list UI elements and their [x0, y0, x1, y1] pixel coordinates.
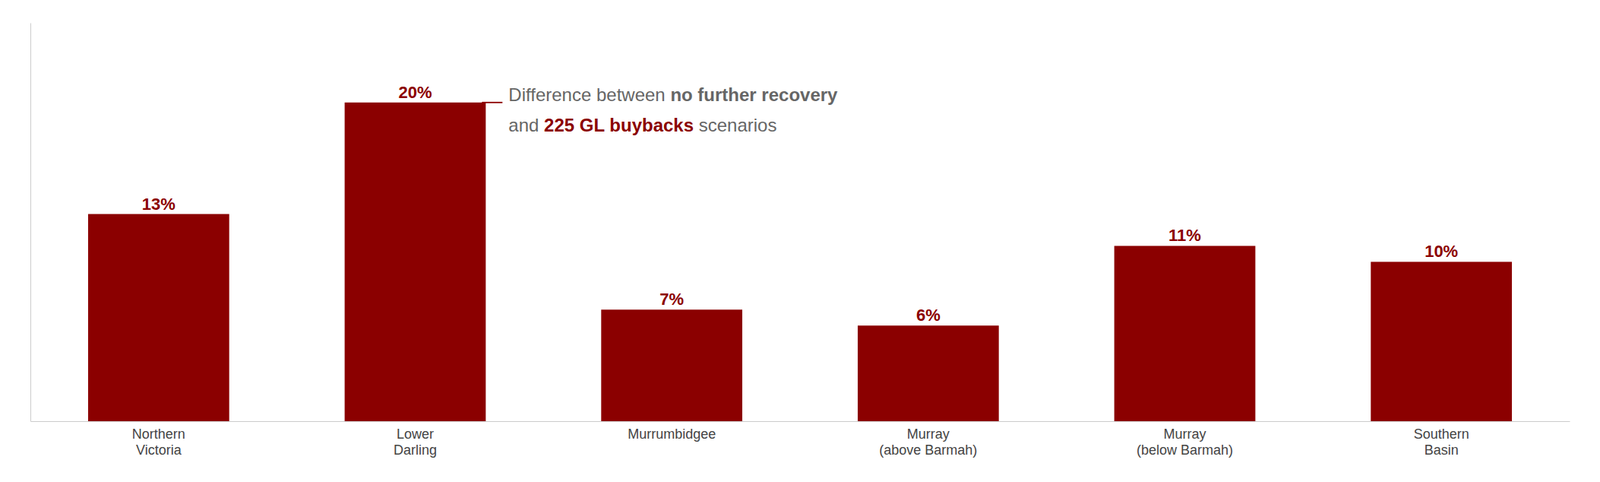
- x-tick-label-line: (above Barmah): [879, 442, 978, 458]
- annotation-line: [481, 101, 503, 104]
- y-axis-line: [30, 23, 32, 422]
- x-tick-label-line: Southern: [1413, 426, 1470, 442]
- plot: NorthernVictoria LowerDarling Murrumbidgee…: [31, 23, 1571, 459]
- data-label: 10%: [1424, 241, 1458, 261]
- x-tick-label-line: Murray: [907, 426, 950, 442]
- bar: [88, 214, 230, 421]
- x-tick-label-line: Lower: [396, 426, 434, 442]
- x-tick: LowerDarling: [393, 426, 437, 459]
- x-axis-line: [31, 420, 1571, 422]
- y-axis: [30, 23, 32, 422]
- annotation-segment: and: [508, 114, 544, 136]
- annotation-text: Difference between no further recovery: [508, 84, 838, 105]
- data-labels: 13% 20% 7% 6% 11% 10%: [142, 82, 1458, 325]
- bar: [1370, 261, 1512, 421]
- x-tick-label: LowerDarling: [393, 426, 437, 459]
- x-tick-label-line: Murray: [1163, 426, 1206, 442]
- x-tick: SouthernBasin: [1413, 426, 1470, 459]
- x-axis: NorthernVictoria LowerDarling Murrumbidgee…: [31, 421, 1571, 459]
- x-tick-label-line: Northern: [132, 426, 186, 442]
- data-label: 6%: [916, 305, 941, 325]
- x-tick-label-line: Darling: [393, 442, 437, 458]
- x-tick-label: SouthernBasin: [1413, 426, 1470, 459]
- x-tick: Murrumbidgee: [627, 426, 716, 442]
- x-tick-label: Murrumbidgee: [627, 426, 716, 442]
- bar: [1114, 245, 1256, 421]
- bar: [600, 309, 743, 421]
- bar: [344, 102, 487, 421]
- x-tick-label: Murray(below Barmah): [1136, 426, 1234, 459]
- annotation-segment: Difference between: [508, 84, 671, 105]
- data-label: 20%: [398, 82, 432, 102]
- x-tick-label-line: Victoria: [135, 442, 183, 458]
- x-tick-label-line: Murrumbidgee: [627, 426, 716, 442]
- x-tick: Murray(above Barmah): [879, 426, 978, 459]
- x-tick-label-line: Basin: [1424, 442, 1459, 458]
- bars: [88, 102, 1512, 421]
- chart: NorthernVictoria LowerDarling Murrumbidgee…: [0, 0, 1600, 482]
- annotation-segment: scenarios: [693, 114, 777, 136]
- annotation-segment: no further recovery: [670, 84, 838, 105]
- annotation-text: and 225 GL buybacks scenarios: [508, 114, 777, 136]
- bar: [857, 325, 1000, 421]
- annotation-segment: 225 GL buybacks: [543, 114, 694, 136]
- data-label: 11%: [1168, 225, 1202, 245]
- x-tick-label-line: (below Barmah): [1136, 442, 1234, 458]
- x-tick-label: NorthernVictoria: [132, 426, 186, 459]
- data-label: 7%: [659, 289, 684, 309]
- x-tick: Murray(below Barmah): [1136, 426, 1234, 459]
- x-tick: NorthernVictoria: [132, 426, 186, 459]
- x-tick-label: Murray(above Barmah): [879, 426, 978, 459]
- data-label: 13%: [142, 194, 176, 214]
- annotation: Difference between no further recovery an…: [481, 84, 838, 136]
